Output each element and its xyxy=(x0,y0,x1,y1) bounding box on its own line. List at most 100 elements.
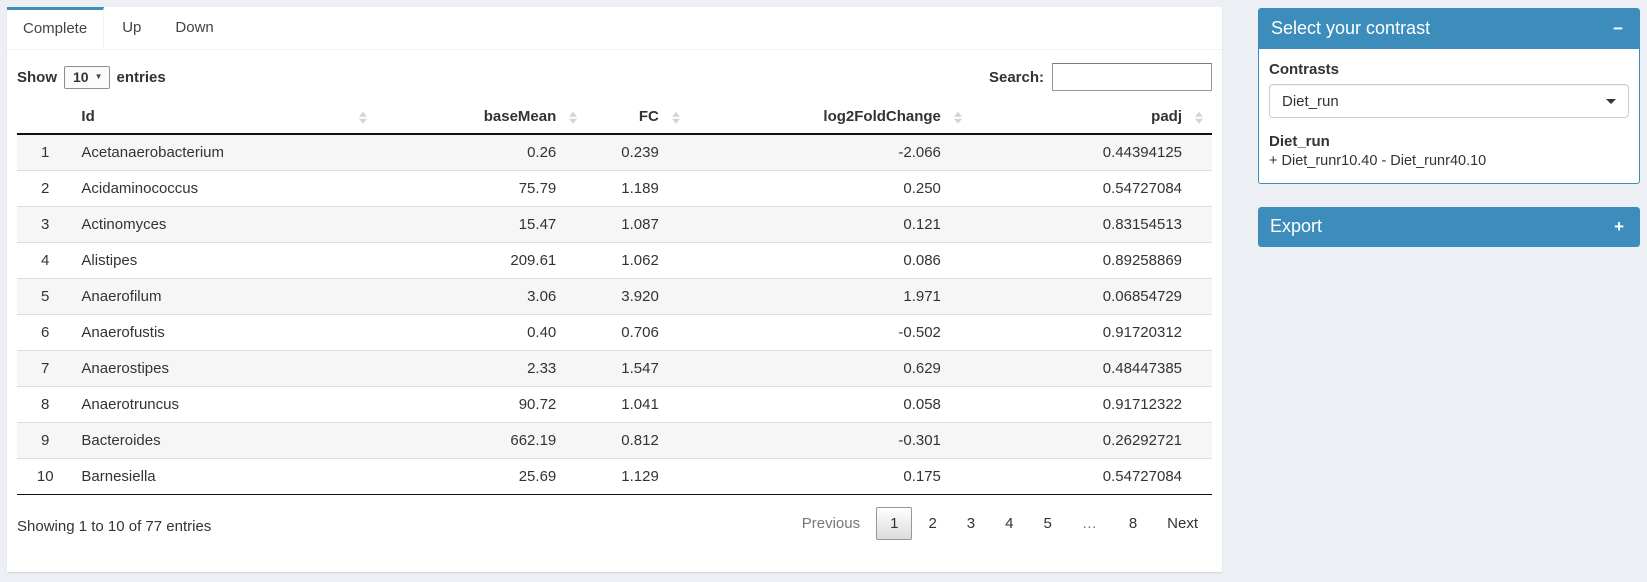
cell-num: 4 xyxy=(17,242,74,279)
cell-id: Acetanaerobacterium xyxy=(81,144,224,161)
cell-id: Anaerostipes xyxy=(73,350,376,387)
results-card: Complete Up Down Show 10 ▼ entries Searc… xyxy=(7,7,1222,572)
entries-label: entries xyxy=(116,68,166,86)
cell-padj: 0.54727084 xyxy=(970,458,1212,495)
cell-baseMean: 75.79 xyxy=(376,170,587,207)
contrast-select-value: Diet_run xyxy=(1282,92,1339,110)
table-row: 6 Anaerofustis 0.40 0.706 -0.502 0.91720312 xyxy=(17,314,1212,351)
pagination: Previous 1 2 3 4 5 … 8 Next xyxy=(786,507,1212,540)
sort-icon xyxy=(569,111,578,124)
entries-select[interactable]: 10 ▼ xyxy=(64,65,110,89)
table-row: 5 Anaerofilum 3.06 3.920 1.971 0.06854729 xyxy=(17,278,1212,315)
contrast-panel-title: Select your contrast xyxy=(1271,18,1431,38)
cell-padj: 0.26292721 xyxy=(970,422,1212,459)
cell-baseMean: 209.61 xyxy=(376,242,587,279)
table-row: 1 Acetanaerobacterium 0.26 0.239 -2.066 0.443… xyxy=(17,134,1212,171)
cell-log2FoldChange: 0.629 xyxy=(688,350,971,387)
caret-down-icon xyxy=(1606,98,1616,104)
search-input[interactable] xyxy=(1052,63,1212,91)
collapse-minus-icon[interactable]: − xyxy=(1613,19,1623,38)
page-button-1[interactable]: 1 xyxy=(876,507,913,540)
cell-baseMean: 2.33 xyxy=(376,350,587,387)
expand-plus-icon[interactable]: + xyxy=(1614,217,1624,236)
show-label: Show xyxy=(17,68,57,86)
cell-fc: 0.706 xyxy=(586,314,689,351)
cell-log2FoldChange: 1.971 xyxy=(688,278,971,315)
cell-id: Anaerofustis xyxy=(73,314,376,351)
cell-fc: 0.812 xyxy=(586,422,689,459)
table-controls: Show 10 ▼ entries Search: xyxy=(7,50,1222,102)
results-table: Id baseMean FC log2FoldChange padj 1 Acetanae… xyxy=(17,102,1212,495)
table-row: 2 Acidaminococcus 75.79 1.189 0.250 0.5472708… xyxy=(17,170,1212,207)
column-header-row-number xyxy=(17,102,74,135)
cell-log2FoldChange: -2.066 xyxy=(898,144,941,161)
export-panel-title: Export xyxy=(1270,216,1323,236)
contrast-select[interactable]: Diet_run xyxy=(1269,84,1629,118)
table-row: 10 Barnesiella 25.69 1.129 0.175 0.54727084 xyxy=(17,458,1212,495)
sidebar-panels: Select your contrast − Contrasts Diet_ru… xyxy=(1258,8,1640,270)
page-button-3[interactable]: 3 xyxy=(966,515,976,532)
cell-log2FoldChange: 0.058 xyxy=(688,386,971,423)
cell-padj: 0.89258869 xyxy=(970,242,1212,279)
cell-fc: 1.189 xyxy=(586,170,689,207)
cell-padj: 0.06854729 xyxy=(970,278,1212,315)
tab-down[interactable]: Down xyxy=(175,19,214,36)
page-button-8[interactable]: 8 xyxy=(1128,515,1138,532)
cell-fc: 3.920 xyxy=(586,278,689,315)
contrast-panel-header: Select your contrast − xyxy=(1259,9,1639,49)
search-control: Search: xyxy=(989,63,1212,91)
contrast-panel-body: Contrasts Diet_run Diet_run + Diet_runr1… xyxy=(1259,49,1639,183)
entries-length-control: Show 10 ▼ entries xyxy=(17,65,166,89)
cell-id: Alistipes xyxy=(73,242,376,279)
cell-padj: 0.54727084 xyxy=(970,170,1212,207)
contrast-detail: Diet_run + Diet_runr10.40 - Diet_runr40.… xyxy=(1269,133,1629,169)
cell-padj: 0.91720312 xyxy=(970,314,1212,351)
column-label: FC xyxy=(638,108,659,125)
cell-num: 3 xyxy=(17,206,74,243)
page-button-next[interactable]: Next xyxy=(1167,515,1198,532)
export-panel: Export + xyxy=(1258,207,1640,247)
cell-log2FoldChange: -0.301 xyxy=(688,422,971,459)
sort-icon xyxy=(953,111,962,124)
cell-log2FoldChange: 0.250 xyxy=(688,170,971,207)
table-row: 8 Anaerotruncus 90.72 1.041 0.058 0.91712322 xyxy=(17,386,1212,423)
cell-num: 5 xyxy=(17,278,74,315)
page-button-5[interactable]: 5 xyxy=(1043,515,1052,532)
column-label: padj xyxy=(1151,108,1182,125)
cell-baseMean: 0.40 xyxy=(376,314,587,351)
page-button-2[interactable]: 2 xyxy=(928,515,937,532)
page-button-previous: Previous xyxy=(801,515,861,532)
export-panel-header: Export + xyxy=(1258,207,1640,247)
sort-icon xyxy=(671,111,680,124)
column-header-Id[interactable]: Id xyxy=(73,102,376,135)
cell-padj: 0.91712322 xyxy=(970,386,1212,423)
contrasts-label: Contrasts xyxy=(1269,61,1340,78)
page-button-4[interactable]: 4 xyxy=(1005,515,1014,532)
sort-icon xyxy=(359,111,367,124)
cell-id: Bacteroides xyxy=(73,422,376,459)
cell-id: Actinomyces xyxy=(73,206,376,243)
table-row: 7 Anaerostipes 2.33 1.547 0.629 0.48447385 xyxy=(17,350,1212,387)
column-header-baseMean[interactable]: baseMean xyxy=(376,102,587,135)
cell-log2FoldChange: 0.175 xyxy=(688,458,971,495)
select-arrow-icon: ▼ xyxy=(94,72,103,81)
cell-baseMean: 662.19 xyxy=(376,422,587,459)
tab-complete[interactable]: Complete xyxy=(7,7,105,49)
column-header-padj[interactable]: padj xyxy=(970,102,1212,135)
cell-padj: 0.48447385 xyxy=(970,350,1212,387)
cell-num: 1 xyxy=(41,144,50,161)
sort-icon xyxy=(1195,111,1203,124)
cell-fc: 1.087 xyxy=(586,206,689,243)
cell-fc: 1.547 xyxy=(586,350,689,387)
column-label: baseMean xyxy=(483,108,557,125)
cell-id: Anaerotruncus xyxy=(73,386,376,423)
cell-padj: 0.83154513 xyxy=(970,206,1212,243)
tab-up[interactable]: Up xyxy=(122,19,142,36)
cell-id: Anaerofilum xyxy=(73,278,376,315)
search-label: Search: xyxy=(988,68,1044,86)
cell-fc: 0.239 xyxy=(621,144,659,161)
column-header-log2FoldChange[interactable]: log2FoldChange xyxy=(688,102,971,135)
column-header-FC[interactable]: FC xyxy=(586,102,689,135)
table-row: 3 Actinomyces 15.47 1.087 0.121 0.83154513 xyxy=(17,206,1212,243)
